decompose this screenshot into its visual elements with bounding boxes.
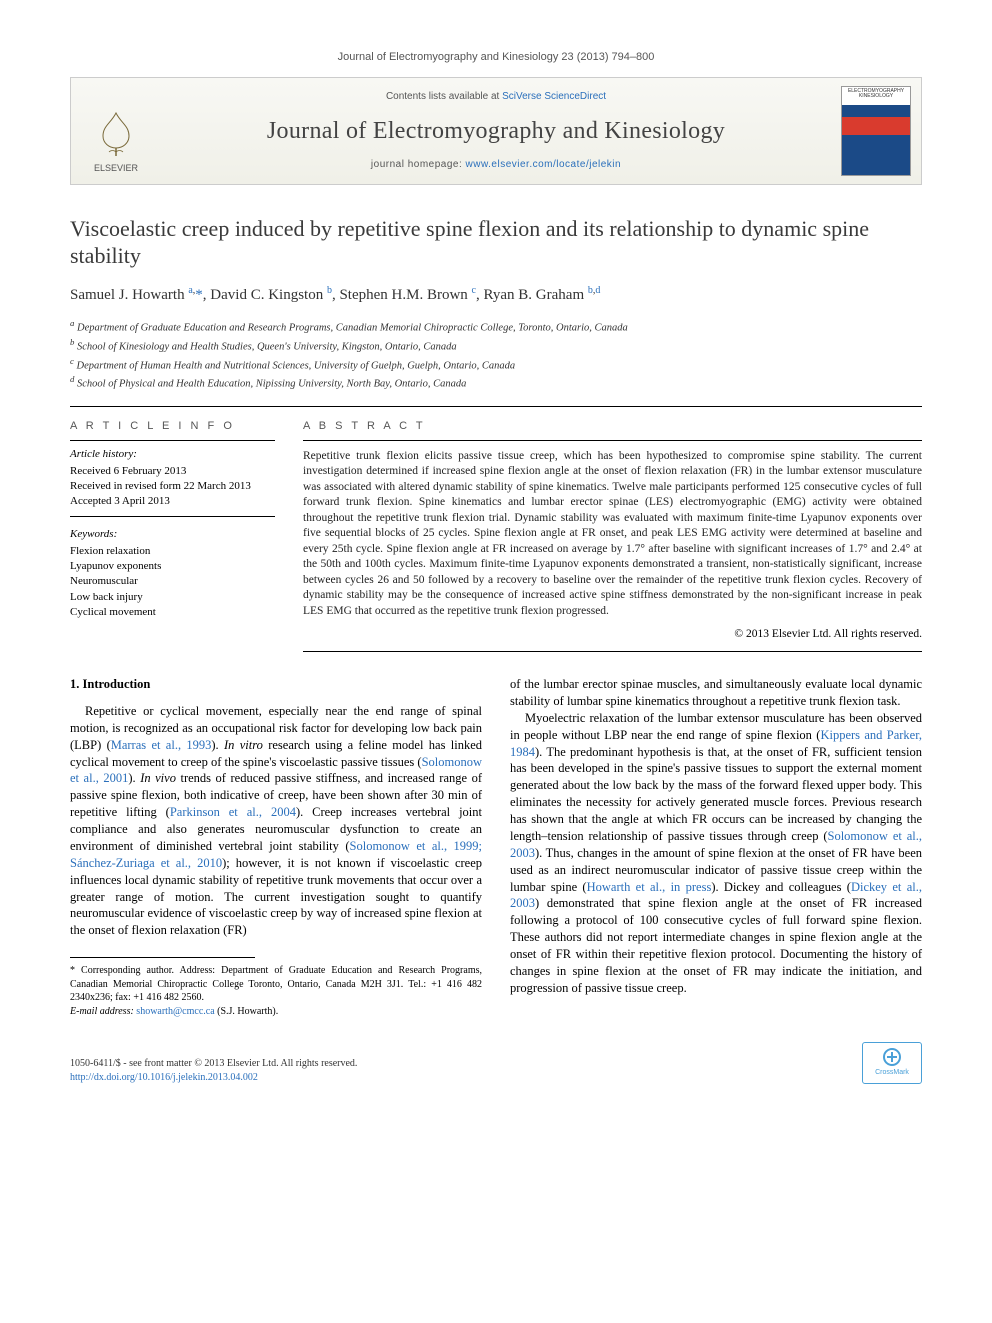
keyword: Neuromuscular xyxy=(70,574,275,589)
crossmark-badge[interactable]: CrossMark xyxy=(862,1042,922,1084)
history-revised: Received in revised form 22 March 2013 xyxy=(70,479,275,494)
contents-prefix: Contents lists available at xyxy=(386,91,502,102)
intro-paragraph-1-cont: of the lumbar erector spinae muscles, an… xyxy=(510,676,922,710)
email-label: E-mail address: xyxy=(70,1006,134,1017)
keyword: Cyclical movement xyxy=(70,605,275,620)
email-suffix: (S.J. Howarth). xyxy=(217,1006,278,1017)
article-title: Viscoelastic creep induced by repetitive… xyxy=(70,215,922,270)
cover-thumb-band xyxy=(842,117,910,135)
corresponding-email-line: E-mail address: showarth@cmcc.ca (S.J. H… xyxy=(70,1005,482,1019)
keyword: Flexion relaxation xyxy=(70,544,275,559)
elsevier-tree-icon xyxy=(91,108,141,158)
affiliations: a Department of Graduate Education and R… xyxy=(70,317,922,392)
keyword: Lyapunov exponents xyxy=(70,559,275,574)
intro-paragraph-1: Repetitive or cyclical movement, especia… xyxy=(70,703,482,939)
page-footer: 1050-6411/$ - see front matter © 2013 El… xyxy=(70,1042,922,1084)
section-1-heading: 1. Introduction xyxy=(70,676,482,693)
corresponding-address: * Corresponding author. Address: Departm… xyxy=(70,964,482,1005)
sciencedirect-link[interactable]: SciVerse ScienceDirect xyxy=(502,91,606,102)
top-citation: Journal of Electromyography and Kinesiol… xyxy=(70,50,922,65)
abstract-block: A B S T R A C T Repetitive trunk flexion… xyxy=(303,419,922,652)
journal-cover-thumbnail: ELECTROMYOGRAPHY KINESIOLOGY xyxy=(841,86,911,176)
front-matter-line: 1050-6411/$ - see front matter © 2013 El… xyxy=(70,1057,357,1071)
contents-available: Contents lists available at SciVerse Sci… xyxy=(171,90,821,104)
crossmark-icon xyxy=(883,1048,901,1066)
journal-header: ELSEVIER Contents lists available at Sci… xyxy=(70,77,922,185)
journal-homepage: journal homepage: www.elsevier.com/locat… xyxy=(171,158,821,172)
crossmark-label: CrossMark xyxy=(875,1068,909,1077)
footnote-rule xyxy=(70,957,255,958)
cover-thumb-block: ELECTROMYOGRAPHY KINESIOLOGY xyxy=(831,78,921,184)
doi-link[interactable]: http://dx.doi.org/10.1016/j.jelekin.2013… xyxy=(70,1072,258,1083)
divider xyxy=(70,406,922,407)
authors-line: Samuel J. Howarth a,*, David C. Kingston… xyxy=(70,284,922,305)
publisher-logo-block: ELSEVIER xyxy=(71,78,161,184)
keyword: Low back injury xyxy=(70,590,275,605)
article-info-heading: A R T I C L E I N F O xyxy=(70,419,275,434)
journal-name: Journal of Electromyography and Kinesiol… xyxy=(171,115,821,147)
email-link[interactable]: showarth@cmcc.ca xyxy=(136,1006,214,1017)
keywords-label: Keywords: xyxy=(70,527,275,542)
history-received: Received 6 February 2013 xyxy=(70,464,275,479)
history-label: Article history: xyxy=(70,447,275,462)
abstract-heading: A B S T R A C T xyxy=(303,419,922,434)
corresponding-footnote: * Corresponding author. Address: Departm… xyxy=(70,964,482,1018)
body-columns: 1. Introduction Repetitive or cyclical m… xyxy=(70,676,922,1018)
column-right: of the lumbar erector spinae muscles, an… xyxy=(510,676,922,1018)
affiliation-b: b School of Kinesiology and Health Studi… xyxy=(70,336,922,355)
column-left: 1. Introduction Repetitive or cyclical m… xyxy=(70,676,482,1018)
affiliation-d: d School of Physical and Health Educatio… xyxy=(70,373,922,392)
homepage-prefix: journal homepage: xyxy=(371,159,466,170)
abstract-copyright: © 2013 Elsevier Ltd. All rights reserved… xyxy=(303,627,922,643)
affiliation-c: c Department of Human Health and Nutriti… xyxy=(70,355,922,374)
article-info-block: A R T I C L E I N F O Article history: R… xyxy=(70,419,275,652)
history-accepted: Accepted 3 April 2013 xyxy=(70,494,275,509)
publisher-name: ELSEVIER xyxy=(94,162,138,174)
keywords-list: Flexion relaxation Lyapunov exponents Ne… xyxy=(70,544,275,621)
abstract-text: Repetitive trunk flexion elicits passive… xyxy=(303,449,922,620)
intro-paragraph-2: Myoelectric relaxation of the lumbar ext… xyxy=(510,710,922,997)
cover-thumb-title: ELECTROMYOGRAPHY KINESIOLOGY xyxy=(842,87,910,105)
homepage-link[interactable]: www.elsevier.com/locate/jelekin xyxy=(466,159,622,170)
affiliation-a: a Department of Graduate Education and R… xyxy=(70,317,922,336)
footer-copyright: 1050-6411/$ - see front matter © 2013 El… xyxy=(70,1057,357,1084)
